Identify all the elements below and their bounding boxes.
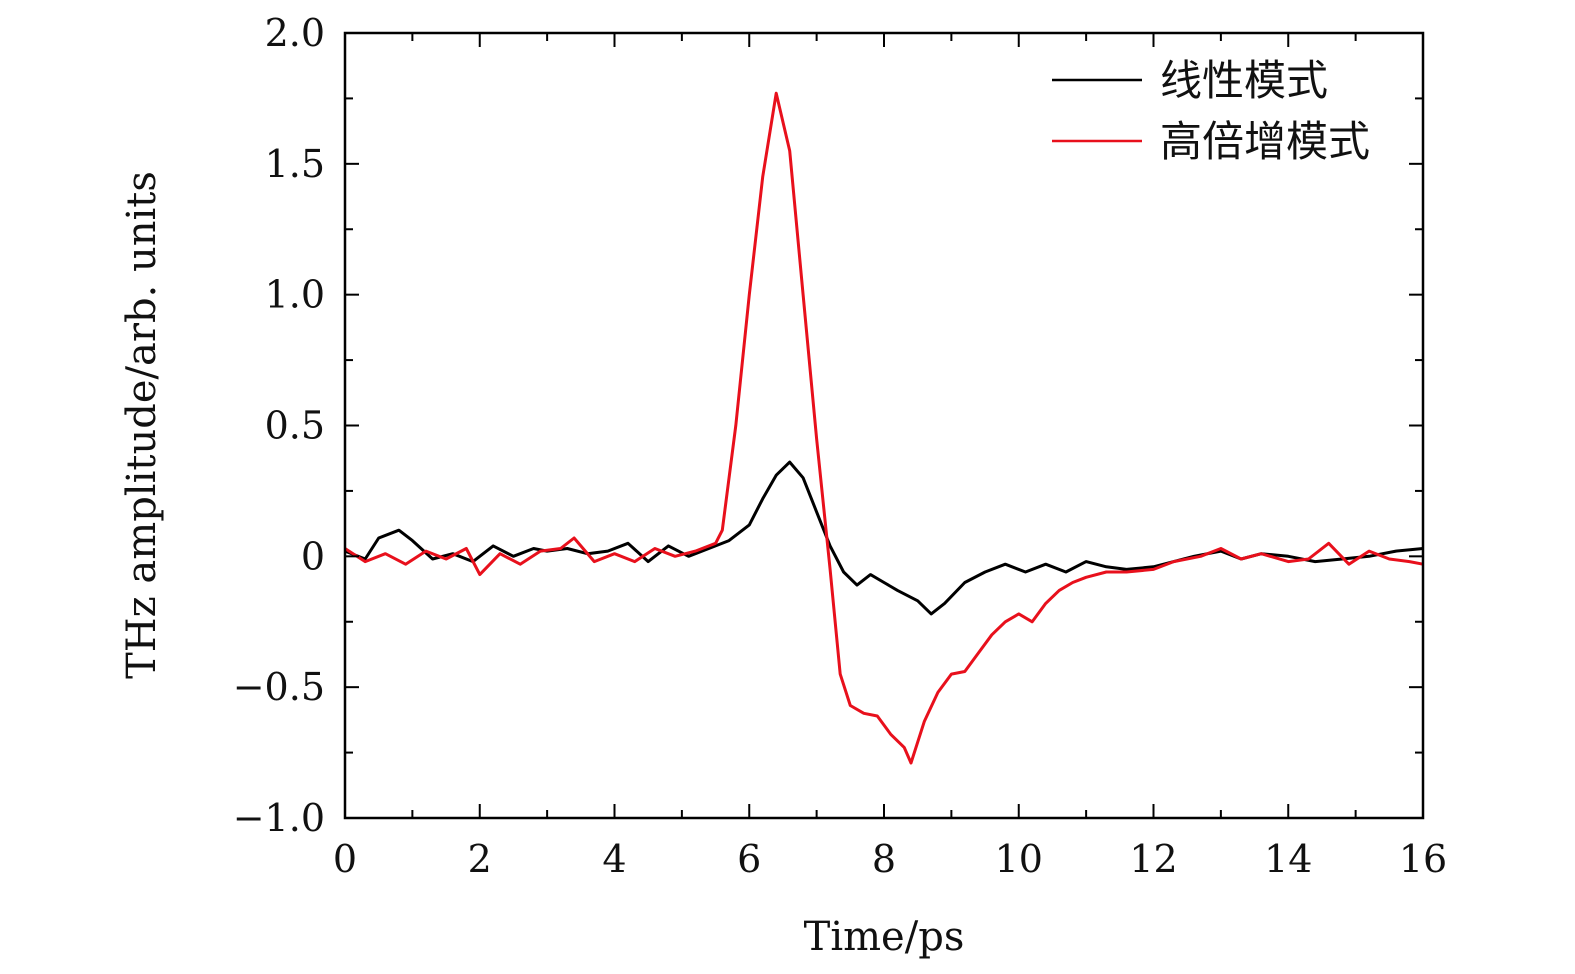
y-tick-label: −1.0: [233, 796, 325, 840]
series-layer: [344, 91, 1424, 765]
series-line-0: [344, 460, 1424, 616]
y-tick-label: 2.0: [265, 11, 325, 55]
legend-label-linear-mode: 线性模式: [1160, 56, 1328, 105]
x-tick-label: 8: [872, 837, 896, 881]
x-tick-label: 4: [602, 837, 626, 881]
y-tick-label: 0.5: [265, 404, 325, 448]
x-tick-label: 10: [995, 837, 1043, 881]
tick-labels-layer: 0 2 4 6 8 10 12 14 16 −1.0 −0.5 0 0.5 1.0 1.5 2.0: [233, 11, 1447, 881]
y-tick-label: −0.5: [233, 665, 325, 709]
x-tick-label: 2: [468, 837, 492, 881]
x-tick-label: 0: [333, 837, 357, 881]
y-tick-label: 1.5: [265, 142, 325, 186]
x-tick-label: 12: [1129, 837, 1177, 881]
x-tick-label: 14: [1264, 837, 1312, 881]
legend-label-high-gain-mode: 高倍增模式: [1160, 117, 1370, 166]
y-tick-label: 1.0: [265, 273, 325, 317]
x-tick-label: 6: [737, 837, 761, 881]
y-axis-title: THz amplitude/arb. units: [119, 171, 165, 679]
y-tick-label: 0: [301, 534, 325, 578]
x-tick-label: 16: [1399, 837, 1447, 881]
x-axis-title: Time/ps: [804, 914, 965, 960]
legend: 线性模式 高倍增模式: [1052, 56, 1370, 166]
series-line-1: [344, 91, 1424, 765]
ticks-layer: [344, 32, 1424, 819]
